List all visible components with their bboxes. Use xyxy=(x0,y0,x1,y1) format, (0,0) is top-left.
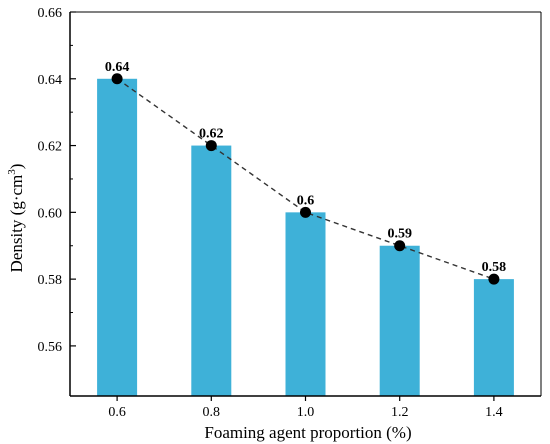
bar-0.6 xyxy=(97,78,138,397)
bar-1.0 xyxy=(285,212,326,396)
trend-line xyxy=(116,78,495,280)
bar-1.2 xyxy=(379,245,420,396)
y-tick-label-0.62: 0.62 xyxy=(38,140,63,155)
data-point-1.0 xyxy=(300,206,311,218)
y-tick-label-0.64: 0.64 xyxy=(38,73,63,88)
x-tick-label-0.6: 0.6 xyxy=(108,405,126,420)
bar-1.4 xyxy=(473,279,514,396)
bar-0.8 xyxy=(191,145,232,396)
y-axis-title: Density (g·cm3) xyxy=(6,164,26,273)
x-tick-label-0.8: 0.8 xyxy=(203,405,221,420)
data-labels-group: 0.64 0.62 0.6 0.59 0.58 xyxy=(105,60,506,275)
trend-line-group xyxy=(111,73,500,285)
data-label-0.8: 0.62 xyxy=(199,127,224,142)
y-tick-label-0.58: 0.58 xyxy=(38,273,63,288)
y-tick-label-0.60: 0.60 xyxy=(38,206,63,221)
data-label-1.2: 0.59 xyxy=(387,227,412,242)
x-tick-label-1.2: 1.2 xyxy=(391,405,409,420)
data-point-1.2 xyxy=(394,240,406,252)
data-point-0.8 xyxy=(205,140,217,152)
x-axis-title: Foaming agent proportion (%) xyxy=(204,423,411,442)
bars-group xyxy=(97,78,514,397)
data-label-1.0: 0.6 xyxy=(297,193,315,208)
data-label-0.6: 0.64 xyxy=(105,60,130,75)
axes-group: 0.56 0.58 0.60 0.62 0.64 0.66 0.6 0.8 1.0 1.2 1.4 xyxy=(38,6,542,420)
y-tick-label-0.56: 0.56 xyxy=(38,340,63,355)
data-point-1.4 xyxy=(488,273,500,285)
data-point-0.6 xyxy=(111,73,123,85)
x-tick-label-1.4: 1.4 xyxy=(485,405,503,420)
x-tick-label-1.0: 1.0 xyxy=(297,405,315,420)
data-label-1.4: 0.58 xyxy=(482,260,507,275)
y-tick-label-0.66: 0.66 xyxy=(38,6,63,21)
